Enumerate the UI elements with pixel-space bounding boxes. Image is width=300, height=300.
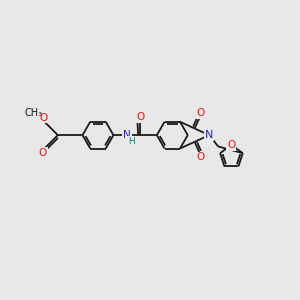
Text: O: O [40, 112, 48, 123]
Text: O: O [136, 112, 144, 122]
Text: N: N [205, 130, 213, 140]
Text: methyl: methyl [32, 111, 37, 112]
Text: O: O [196, 152, 205, 162]
Text: O: O [227, 140, 236, 150]
Text: H: H [128, 137, 135, 146]
Text: N: N [123, 130, 131, 140]
Text: CH₃: CH₃ [24, 108, 42, 118]
Text: O: O [196, 108, 205, 118]
Text: O: O [39, 148, 47, 158]
